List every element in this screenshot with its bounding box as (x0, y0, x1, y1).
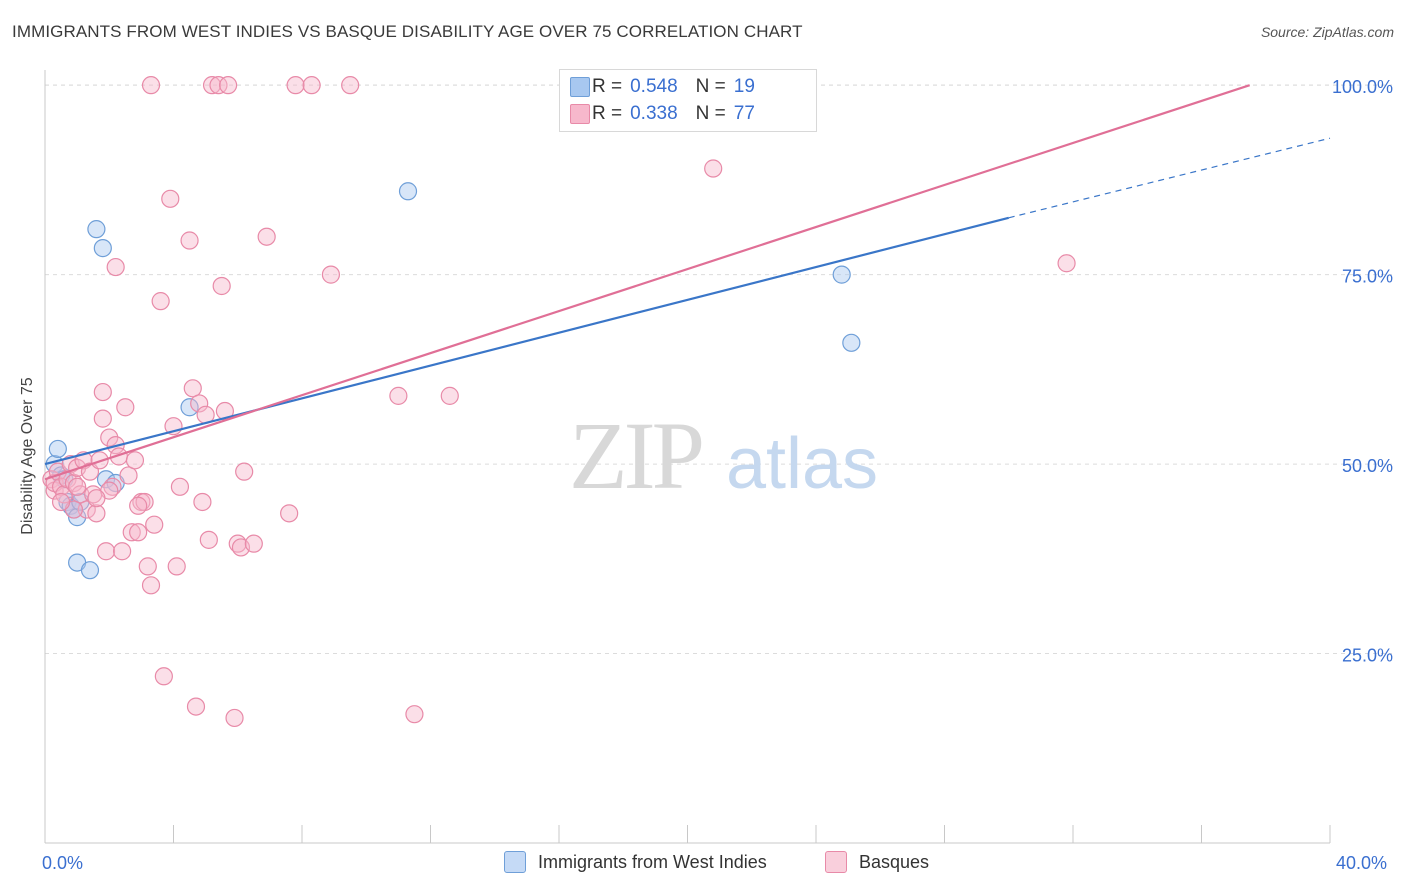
y-tick-label: 100.0% (1332, 77, 1393, 97)
point-basques (93, 382, 112, 402)
point-basques (1057, 254, 1076, 273)
legend-r-value: 0.548 (630, 76, 678, 97)
legend-n-value: 77 (733, 103, 755, 124)
point-basques (225, 708, 244, 728)
point-west-indies (842, 333, 861, 352)
point-basques (286, 76, 305, 95)
point-basques (321, 265, 341, 284)
point-basques (116, 398, 135, 417)
point-basques (141, 76, 161, 95)
point-basques (212, 276, 231, 296)
point-basques (112, 542, 132, 561)
source-label: Source: ZipAtlas.com (1260, 24, 1394, 40)
point-basques (125, 451, 145, 470)
point-west-indies (180, 398, 199, 417)
point-west-indies (48, 439, 67, 459)
point-basques (51, 492, 71, 512)
legend-n-label: N = (695, 103, 726, 124)
legend-n-label: N = (695, 76, 726, 97)
axes (44, 70, 1331, 844)
point-basques (341, 76, 360, 95)
legend-row-basques: R = 0.338 N = 77 (570, 101, 755, 127)
point-basques (129, 523, 148, 542)
point-basques (122, 523, 141, 542)
point-basques (235, 462, 254, 481)
watermark-atlas: atlas (726, 424, 878, 504)
legend-label-basques: Basques (859, 851, 930, 872)
point-basques (145, 515, 164, 534)
point-basques (257, 227, 276, 246)
legend-r-label: R = (592, 103, 623, 124)
point-basques (302, 76, 321, 95)
point-basques (209, 76, 228, 95)
point-basques (100, 428, 119, 447)
point-basques (93, 409, 112, 428)
point-west-indies (80, 561, 100, 580)
point-basques (96, 542, 116, 561)
point-basques (180, 231, 199, 250)
point-basques (106, 257, 125, 277)
trend-line-west-indies-extension (1008, 137, 1331, 219)
x-axis-max-label: 40.0% (1336, 853, 1388, 873)
legend-r-value: 0.338 (630, 103, 678, 124)
point-basques (129, 496, 148, 515)
point-west-indies (832, 265, 851, 284)
trend-line-west-indies (44, 216, 1010, 466)
legend-r-label: R = (592, 76, 623, 97)
trend-line-basques (44, 84, 1251, 481)
data-points (42, 76, 1076, 728)
legend-item-west-indies[interactable]: Immigrants from West Indies (504, 851, 767, 873)
point-basques (193, 492, 212, 512)
point-basques (170, 477, 190, 496)
point-basques (244, 534, 263, 553)
point-west-indies (96, 470, 116, 489)
legend-swatch-west-indies (570, 77, 590, 97)
chart-title: IMMIGRANTS FROM WEST INDIES VS BASQUE DI… (12, 22, 803, 41)
correlation-legend: R = 0.548 N = 19 R = 0.338 N = 77 (559, 69, 817, 132)
y-tick-label: 75.0% (1342, 267, 1393, 287)
point-west-indies (398, 182, 418, 201)
legend-swatch-west-indies (504, 851, 526, 873)
point-basques (68, 477, 87, 496)
point-basques (161, 189, 180, 208)
point-basques (141, 576, 161, 595)
point-basques (199, 530, 218, 549)
point-basques (151, 292, 170, 311)
legend-item-basques[interactable]: Basques (825, 851, 929, 873)
point-basques (119, 466, 138, 485)
legend-swatch-basques (825, 851, 847, 873)
watermark: ZIP atlas (569, 402, 878, 509)
point-basques (167, 557, 186, 576)
point-basques (440, 386, 459, 405)
point-basques (87, 489, 106, 508)
trend-lines (44, 84, 1331, 481)
point-basques (138, 557, 157, 576)
legend-label-west-indies: Immigrants from West Indies (538, 851, 767, 872)
legend-row-west-indies: R = 0.548 N = 19 (570, 74, 755, 100)
point-basques (154, 667, 173, 686)
point-basques (389, 386, 408, 405)
x-axis-min-label: 0.0% (42, 853, 84, 873)
point-basques (704, 159, 723, 178)
point-basques (202, 76, 222, 95)
watermark-zip: ZIP (569, 402, 702, 509)
point-basques (190, 394, 209, 413)
point-basques (280, 504, 299, 523)
point-basques (219, 76, 238, 95)
y-tick-labels: 25.0% 50.0% 75.0% 100.0% (1332, 77, 1393, 665)
point-basques (87, 504, 106, 523)
point-west-indies (87, 220, 106, 239)
point-basques (186, 697, 206, 716)
point-basques (183, 379, 202, 398)
point-basques (405, 705, 424, 724)
series-legend: Immigrants from West Indies Basques (0, 851, 1406, 877)
y-tick-label: 50.0% (1342, 456, 1393, 476)
legend-n-value: 19 (733, 76, 755, 97)
legend-swatch-basques (570, 104, 590, 124)
y-tick-label: 25.0% (1342, 646, 1393, 666)
point-west-indies (93, 238, 112, 258)
